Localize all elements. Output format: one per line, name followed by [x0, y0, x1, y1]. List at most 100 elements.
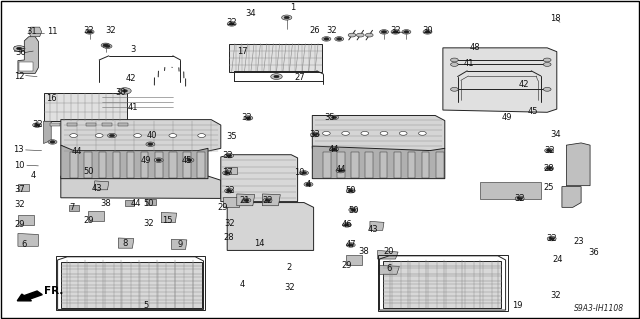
Circle shape	[198, 134, 205, 137]
Text: 44: 44	[72, 147, 82, 156]
Text: 32: 32	[222, 151, 232, 160]
Text: 31: 31	[27, 27, 37, 36]
Bar	[86, 123, 96, 126]
Circle shape	[229, 23, 234, 25]
Bar	[50, 123, 60, 126]
Bar	[127, 152, 134, 178]
Text: 41: 41	[128, 103, 138, 112]
Text: 44: 44	[335, 165, 346, 174]
Text: 32: 32	[83, 26, 93, 35]
Bar	[84, 152, 92, 178]
Circle shape	[338, 169, 343, 172]
Bar	[67, 123, 77, 126]
Polygon shape	[370, 221, 384, 230]
Circle shape	[225, 153, 234, 158]
Text: 6: 6	[22, 241, 27, 249]
Circle shape	[223, 171, 232, 175]
Text: 4: 4	[31, 171, 36, 180]
Text: 18: 18	[550, 14, 561, 23]
Circle shape	[547, 236, 556, 241]
Text: 29: 29	[342, 261, 352, 270]
Text: 3: 3	[131, 45, 136, 54]
Circle shape	[391, 30, 400, 34]
Text: 28: 28	[224, 233, 234, 242]
Bar	[197, 152, 205, 178]
Text: 32: 32	[550, 291, 561, 300]
Text: 42: 42	[126, 74, 136, 83]
Bar	[113, 152, 120, 178]
Circle shape	[301, 172, 307, 174]
Circle shape	[451, 63, 458, 66]
Circle shape	[48, 140, 57, 144]
Polygon shape	[19, 62, 33, 71]
Bar	[323, 152, 331, 178]
Text: 11: 11	[47, 27, 58, 36]
Text: 32: 32	[32, 120, 42, 129]
Text: FR.: FR.	[44, 286, 63, 296]
Text: 30: 30	[115, 88, 125, 97]
Text: 6: 6	[387, 264, 392, 273]
Text: 50: 50	[83, 167, 93, 176]
Text: 36: 36	[15, 48, 26, 57]
Circle shape	[322, 37, 331, 41]
Circle shape	[109, 134, 115, 137]
Circle shape	[332, 148, 337, 151]
Bar	[408, 152, 415, 178]
Circle shape	[380, 131, 388, 135]
Circle shape	[545, 148, 554, 153]
Circle shape	[337, 38, 342, 40]
Polygon shape	[379, 265, 399, 274]
Circle shape	[425, 31, 430, 33]
Text: 36: 36	[589, 248, 599, 257]
Circle shape	[381, 31, 387, 33]
Bar	[99, 152, 106, 178]
Text: 34: 34	[550, 130, 561, 139]
Circle shape	[304, 182, 313, 187]
Circle shape	[515, 196, 524, 201]
Circle shape	[154, 158, 163, 162]
Circle shape	[547, 149, 552, 152]
Text: 37: 37	[14, 185, 24, 194]
Circle shape	[263, 198, 272, 203]
Polygon shape	[161, 212, 177, 223]
Bar	[378, 255, 508, 311]
Text: 26: 26	[310, 26, 320, 35]
Polygon shape	[237, 194, 255, 206]
Text: 49: 49	[141, 156, 151, 165]
FancyArrow shape	[17, 291, 42, 301]
Bar	[480, 182, 541, 199]
Circle shape	[361, 131, 369, 135]
Text: 32: 32	[227, 19, 237, 27]
Text: 47: 47	[346, 241, 356, 249]
Text: 32: 32	[390, 26, 401, 35]
Circle shape	[95, 134, 103, 137]
Circle shape	[185, 158, 194, 162]
Circle shape	[547, 167, 552, 170]
Circle shape	[227, 189, 232, 192]
Text: 5: 5	[143, 301, 148, 310]
Text: 16: 16	[46, 94, 56, 103]
Text: 21: 21	[239, 196, 250, 205]
Circle shape	[330, 147, 339, 152]
Bar	[229, 44, 322, 72]
Bar	[183, 152, 191, 178]
Text: 50: 50	[348, 206, 358, 215]
Polygon shape	[172, 239, 187, 249]
Polygon shape	[44, 121, 51, 144]
Circle shape	[148, 143, 153, 145]
Circle shape	[351, 209, 356, 211]
Polygon shape	[146, 199, 156, 205]
Circle shape	[103, 44, 112, 48]
Polygon shape	[125, 200, 134, 206]
Polygon shape	[18, 234, 38, 246]
Text: 46: 46	[342, 220, 352, 229]
Text: 33: 33	[310, 130, 320, 139]
Circle shape	[169, 134, 177, 137]
Circle shape	[103, 44, 108, 47]
Text: 32: 32	[241, 113, 252, 122]
Circle shape	[399, 131, 407, 135]
Circle shape	[335, 37, 344, 41]
Circle shape	[17, 47, 22, 50]
Circle shape	[324, 38, 329, 40]
Circle shape	[393, 31, 398, 33]
